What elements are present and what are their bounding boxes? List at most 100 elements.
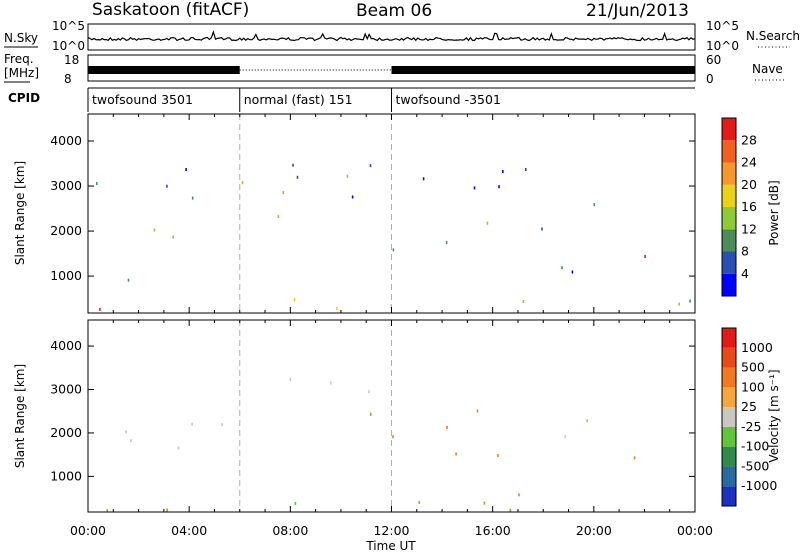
data-cell	[498, 185, 500, 189]
velocity-panel: Slant Range [km] 4000 3000 2000 1000	[13, 319, 696, 513]
velocity-colorbar-label: Velocity [m s⁻¹]	[767, 369, 781, 462]
data-cell	[296, 175, 299, 179]
power-y-ticks: 4000 3000 2000 1000	[50, 133, 695, 283]
data-cell	[473, 186, 476, 190]
cpid-row: twofsound 3501 normal (fast) 151 twofsound…	[87, 87, 695, 112]
x-tick-label: 16:00	[475, 523, 511, 538]
data-cell	[346, 174, 349, 178]
cpid-segment-label: normal (fast) 151	[244, 92, 353, 107]
data-cell	[541, 227, 543, 231]
power-colorbar-swatch	[722, 184, 736, 207]
nsky-panel: N.Sky 10^5 10^0 10^5 10^0 N.Search	[4, 19, 800, 53]
freq-band-seg-1	[88, 66, 240, 74]
power-colorbar-swatch	[722, 273, 736, 296]
data-cell	[476, 409, 479, 413]
data-cell	[177, 446, 180, 450]
power-colorbar-swatch	[722, 251, 736, 274]
y-tick-label: 4000	[50, 338, 82, 353]
data-cell	[509, 508, 512, 512]
data-cell	[292, 163, 294, 167]
x-tick-label: 08:00	[272, 523, 308, 538]
data-cell	[518, 493, 520, 497]
data-cell	[678, 302, 680, 306]
data-cell	[455, 452, 457, 456]
velocity-colorbar-tick-label: 1000	[741, 340, 773, 355]
x-tick-label: 00:00	[70, 523, 106, 538]
cpid-segment-label: twofsound -3501	[396, 92, 501, 107]
data-cell	[106, 509, 109, 513]
velocity-y-ticks: 4000 3000 2000 1000	[50, 338, 695, 483]
x-tick-label: 20:00	[576, 523, 612, 538]
y-tick-label: 2000	[50, 223, 82, 238]
x-tick-label: 00:00	[677, 523, 713, 538]
data-cell	[522, 300, 525, 303]
power-colorbar: 28 24 20 16 12 8 4	[721, 117, 757, 297]
velocity-colorbar-swatch	[722, 387, 736, 408]
data-cell	[561, 266, 563, 270]
data-cell	[166, 508, 168, 512]
velocity-colorbar-swatch	[722, 328, 736, 348]
data-cell	[586, 419, 588, 423]
power-colorbar-swatch	[722, 118, 736, 141]
data-cell	[191, 196, 194, 200]
power-colorbar-tick-label: 4	[741, 266, 749, 281]
data-cell	[153, 228, 156, 232]
y-tick-label: 1000	[50, 268, 82, 283]
velocity-x-ticks	[87, 320, 696, 512]
data-cell	[351, 195, 354, 199]
nave-tick-bottom: 0	[706, 72, 714, 86]
velocity-colorbar-tick-label: -1000	[741, 478, 777, 493]
data-cell	[502, 170, 504, 173]
cpid-segment-label: twofsound 3501	[92, 92, 193, 107]
power-colorbar-tick-label: 8	[741, 244, 749, 259]
cpid-label: CPID	[8, 91, 40, 105]
power-colorbar-tick-label: 28	[741, 132, 757, 147]
data-cell	[282, 191, 285, 195]
x-tick-label: 12:00	[373, 523, 409, 538]
data-cell	[99, 307, 101, 311]
data-cell	[446, 425, 448, 429]
velocity-colorbar-swatch	[722, 347, 736, 368]
data-cell	[127, 278, 130, 282]
date-title: 21/Jun/2013	[586, 1, 689, 21]
y-tick-label: 4000	[50, 133, 82, 148]
velocity-colorbar-tick-label: -25	[741, 419, 761, 434]
freq-band	[88, 66, 695, 74]
data-cell	[130, 439, 132, 443]
data-cell	[571, 270, 574, 274]
data-cell	[277, 215, 280, 219]
velocity-colorbar-swatch	[722, 407, 736, 427]
data-cell	[422, 177, 425, 181]
x-tick-label: 04:00	[171, 523, 207, 538]
velocity-colorbar-tick-label: -500	[741, 458, 769, 473]
freq-band-seg-2	[391, 66, 695, 74]
data-cell	[418, 500, 421, 504]
power-colorbar-tick-label: 24	[741, 155, 757, 170]
velocity-colorbar-tick-label: 500	[741, 360, 765, 375]
data-cell	[633, 456, 636, 460]
velocity-colorbar-frame	[721, 327, 737, 507]
nave-tick-top: 60	[706, 53, 721, 67]
data-cell	[191, 422, 193, 426]
data-cell	[593, 203, 596, 207]
data-cell	[644, 254, 646, 258]
nsky-trace	[87, 30, 696, 42]
power-y-label: Slant Range [km]	[13, 161, 27, 265]
data-cell	[497, 453, 499, 457]
y-tick-label: 2000	[50, 425, 82, 440]
data-cell	[293, 298, 296, 302]
power-colorbar-label: Power [dB]	[767, 180, 781, 245]
data-cell	[564, 435, 566, 439]
y-tick-label: 3000	[50, 178, 82, 193]
data-cell	[392, 435, 394, 439]
data-cell	[445, 241, 448, 245]
velocity-colorbar: 1000 500 100 25 -25 -100 -500 -1000	[721, 327, 777, 507]
power-scatter	[96, 114, 691, 313]
velocity-colorbar-tick-label: -100	[741, 439, 769, 454]
data-cell	[96, 182, 98, 186]
y-tick-label: 1000	[50, 468, 82, 483]
nave-label: Nave	[752, 62, 783, 76]
data-cell	[241, 181, 244, 185]
data-cell	[486, 221, 489, 225]
